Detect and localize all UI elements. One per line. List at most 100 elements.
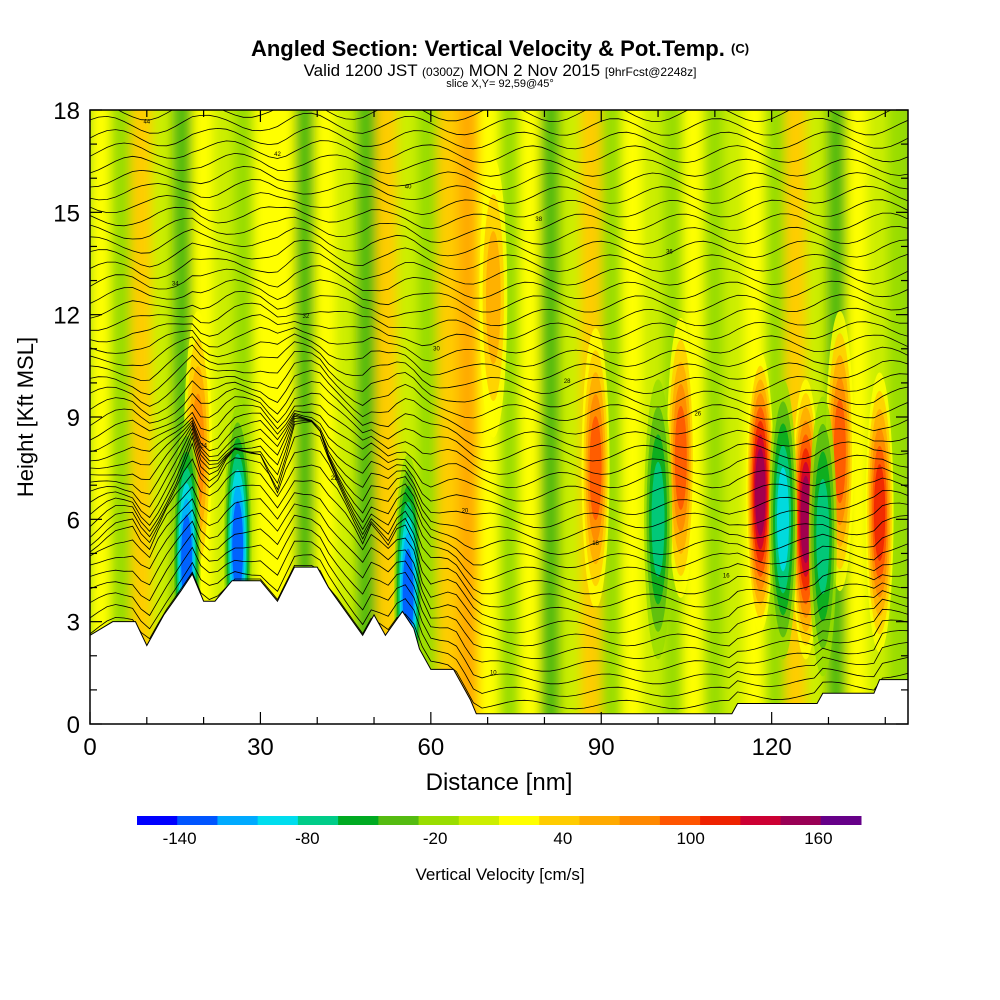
isentrope-label: 30 [433, 346, 440, 352]
colorbar-swatch [820, 816, 862, 825]
velocity-band [703, 110, 725, 724]
colorbar-tick-label: 40 [553, 829, 572, 848]
isentrope-line [90, 514, 908, 660]
isentrope-line [90, 480, 908, 621]
isentrope-label: 32 [303, 314, 310, 320]
isentrope-label: 34 [172, 282, 179, 288]
colorbar-swatch [257, 816, 299, 825]
isentrope-line [90, 350, 908, 408]
isentrope-label: 42 [274, 152, 281, 158]
downdraft-cell [644, 379, 673, 660]
slice-caption: slice X,Y= 92,59@45° [446, 78, 554, 90]
isentrope-line [90, 418, 908, 542]
cell-contour [232, 500, 244, 593]
x-axis: 0 30 60 90 120 [83, 110, 886, 761]
colorbar-swatch [217, 816, 259, 825]
isentrope-line [90, 326, 908, 367]
colorbar-tick-label: -140 [163, 829, 197, 848]
colorbar-tick-label: 100 [676, 829, 704, 848]
isentrope-line [90, 432, 908, 582]
isentrope-line [90, 341, 908, 394]
isentrope-label: 44 [143, 120, 150, 126]
isentrope-line [90, 414, 908, 515]
colorbar-swatch [740, 816, 782, 825]
isentrope-line [90, 179, 908, 204]
isentrope-line [90, 421, 908, 569]
velocity-band [417, 110, 439, 724]
isentrope-line [90, 403, 908, 475]
title-tag: (C) [731, 41, 750, 56]
isentrope-line [90, 464, 908, 608]
colorbar-swatch [539, 816, 580, 825]
velocity-band [355, 110, 378, 724]
velocity-band [621, 110, 644, 724]
isentrope-line [90, 415, 908, 529]
isentrope-line [90, 540, 908, 685]
isentrope-line [90, 333, 908, 381]
colorbar-swatch [579, 816, 621, 825]
isentrope-label: 10 [490, 671, 497, 677]
downdraft-cell [769, 379, 798, 660]
colorbar-swatch [418, 816, 460, 825]
isentrope-label: 16 [723, 573, 730, 579]
colorbar-swatch [780, 816, 822, 825]
isentrope-line [90, 392, 908, 462]
colorbar-swatch [619, 816, 661, 825]
colorbar-label: Vertical Velocity [cm/s] [415, 865, 584, 884]
y-tick-label: 6 [67, 507, 80, 534]
isentrope-line [90, 216, 908, 245]
isentrope-line [90, 112, 908, 136]
isentrope-line [90, 420, 908, 555]
isentrope-line [90, 239, 908, 272]
x-tick-label: 0 [83, 734, 96, 761]
isentrope-line [90, 492, 908, 634]
x-tick-label: 120 [752, 734, 792, 761]
colorbar-swatch [458, 816, 500, 825]
cell-contour [485, 230, 501, 365]
isentrope-line [90, 279, 908, 313]
chart-subtitle: Valid 1200 JST (0300Z) MON 2 Nov 2015 [9… [0, 61, 1000, 82]
isentrope-label: 40 [405, 184, 412, 190]
valid-prefix: Valid 1200 JST [303, 61, 418, 80]
isentrope-line [90, 448, 908, 595]
colorbar-tick-label: 160 [804, 829, 832, 848]
velocity-band [846, 110, 869, 724]
cell-contour [651, 461, 665, 577]
isentrope-line [90, 369, 908, 435]
isentrope-line [90, 251, 908, 286]
valid-utc: (0300Z) [422, 65, 465, 79]
colorbar-swatch [700, 816, 741, 825]
cell-contour [873, 464, 886, 561]
isentrope-line [90, 554, 908, 697]
x-tick-label: 60 [417, 734, 444, 761]
terrain-mask [90, 566, 908, 724]
isentrope-label: 24 [200, 444, 207, 450]
updraft-cell [581, 328, 610, 609]
velocity-band [376, 110, 398, 724]
title-text: Angled Section: Vertical Velocity & Pot.… [250, 36, 725, 61]
isentrope-line [90, 527, 908, 672]
isentrope-line [90, 290, 908, 327]
y-tick-label: 0 [67, 712, 80, 739]
isentrope-line [90, 302, 908, 340]
isentrope-line [90, 412, 908, 502]
isentrope-line [90, 166, 908, 191]
cell-contour [777, 467, 790, 572]
isentrope-label: 26 [694, 411, 701, 417]
y-tick-label: 18 [53, 98, 80, 125]
velocity-band [458, 110, 480, 724]
isentrope-line [90, 410, 908, 489]
colorbar-swatch [137, 816, 178, 825]
cell-contour [755, 448, 766, 536]
colorbar-swatch [177, 816, 218, 825]
isentrope-line [90, 227, 908, 259]
isentrope-line [90, 87, 908, 108]
isentrope-label: 22 [331, 476, 338, 482]
isentrope-line [90, 381, 908, 449]
velocity-band [437, 110, 460, 724]
colorbar-tick-label: -80 [295, 829, 320, 848]
downdraft-cell [808, 396, 837, 677]
x-tick-label: 30 [247, 734, 274, 761]
